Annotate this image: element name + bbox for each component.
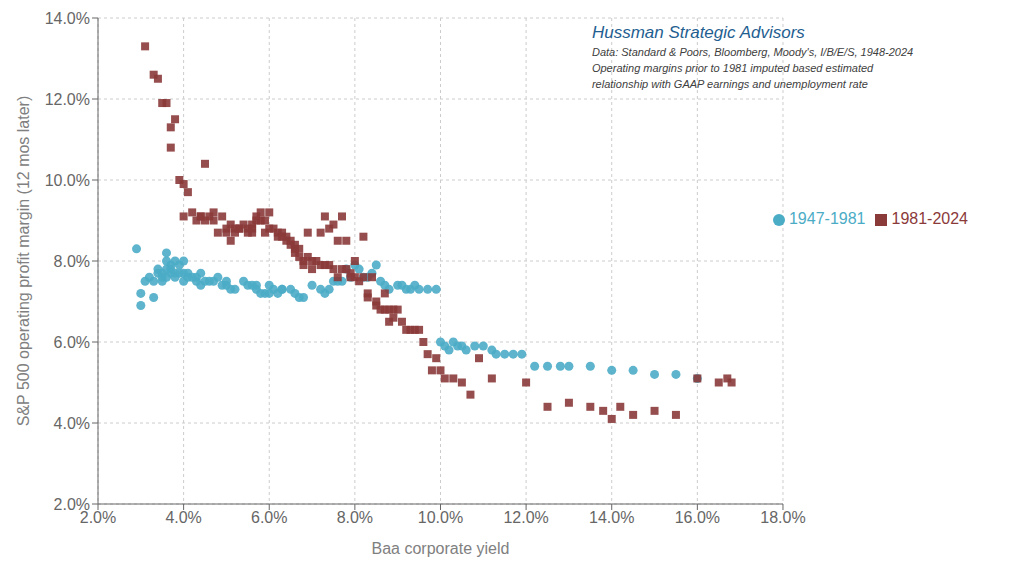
svg-text:2.0%: 2.0% bbox=[79, 509, 117, 527]
svg-text:14.0%: 14.0% bbox=[589, 509, 634, 526]
svg-text:18.0%: 18.0% bbox=[760, 509, 805, 526]
svg-text:14.0%: 14.0% bbox=[45, 10, 90, 27]
svg-text:6.0%: 6.0% bbox=[54, 334, 90, 351]
svg-text:16.0%: 16.0% bbox=[675, 509, 720, 526]
svg-text:8.0%: 8.0% bbox=[54, 253, 90, 270]
svg-text:Baa corporate yield: Baa corporate yield bbox=[372, 540, 510, 557]
svg-text:10.0%: 10.0% bbox=[45, 172, 90, 189]
svg-text:2.0%: 2.0% bbox=[54, 496, 90, 513]
svg-text:4.0%: 4.0% bbox=[165, 509, 201, 526]
html-text:1947-1981: 1947-1981 bbox=[789, 210, 866, 228]
html-text:1981-2024: 1981-2024 bbox=[891, 210, 968, 228]
svg-text:12.0%: 12.0% bbox=[503, 509, 548, 526]
svg-text:S&P 500 operating profit margi: S&P 500 operating profit margin (12 mos … bbox=[15, 96, 32, 427]
svg-text:10.0%: 10.0% bbox=[418, 509, 463, 526]
html-text:Data: Standard & Poors, Bloomb: Data: Standard & Poors, Bloomberg, Moody… bbox=[591, 46, 914, 58]
svg-text:8.0%: 8.0% bbox=[337, 509, 373, 526]
svg-text:12.0%: 12.0% bbox=[45, 91, 90, 108]
svg-text:6.0%: 6.0% bbox=[251, 509, 287, 526]
html-text:Operating margins prior to 198: Operating margins prior to 1981 imputed … bbox=[591, 62, 874, 74]
html-text:Hussman Strategic Advisors: Hussman Strategic Advisors bbox=[591, 23, 805, 42]
html-text:relationship with GAAP earning: relationship with GAAP earnings and unem… bbox=[591, 78, 868, 90]
svg-text:4.0%: 4.0% bbox=[54, 415, 90, 432]
